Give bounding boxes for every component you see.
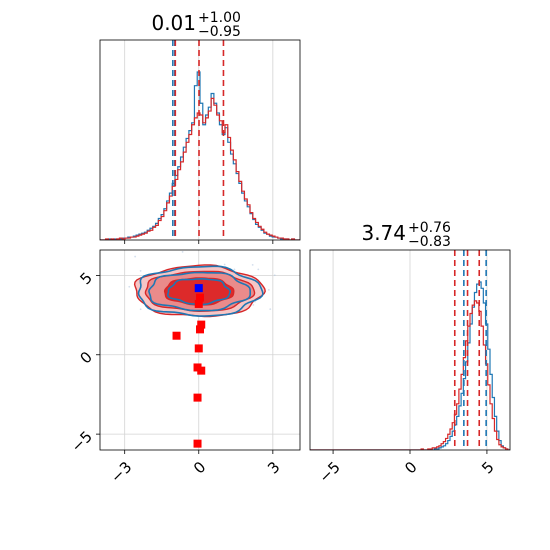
panel-title-upper-1: +0.76 [408, 220, 451, 236]
scatter-y-tick-label-1: 0 [77, 348, 96, 367]
scatter-x-tick-label-0: −3 [107, 458, 135, 486]
histogram-red-series [100, 97, 300, 240]
sample-point [139, 270, 142, 272]
red-marker-3 [197, 320, 206, 329]
panel-title-value-0: 0.01 [151, 11, 196, 35]
scatter-frame [99, 249, 301, 451]
red-marker-6 [194, 344, 203, 353]
sample-point [223, 263, 226, 266]
panel-title-value-1: 3.74 [361, 221, 406, 245]
sample-point [233, 268, 236, 271]
panel-title-upper-0: +1.00 [198, 10, 241, 26]
blue-contour-1 [148, 271, 251, 312]
hist2-x-tick-label-2: 5 [478, 458, 497, 477]
hist2-x-tick-label-0: −5 [315, 458, 343, 486]
panel-title-lower-0: −0.95 [198, 24, 241, 40]
blue-contour-0 [137, 265, 264, 317]
red-marker-1 [196, 293, 204, 302]
panel-inner [100, 40, 300, 240]
sample-point [251, 263, 254, 266]
red-marker-2 [194, 299, 203, 308]
red-marker-4 [196, 325, 204, 334]
sample-point [269, 308, 272, 310]
sample-point [139, 308, 142, 311]
blue-marker [194, 284, 203, 293]
scatter-x-tick-label-2: 3 [264, 458, 283, 477]
scatter-y-tick-label-2: 5 [77, 269, 96, 288]
blue-contour-2 [166, 277, 232, 306]
histogram-0-frame [99, 39, 301, 241]
scatter-x-tick-label-1: 0 [190, 458, 209, 477]
sample-point [318, 286, 320, 288]
panel-title-lower-1: −0.83 [408, 234, 451, 250]
scatter-y-tick-label-0: −5 [68, 427, 96, 455]
tick-labels: −3 0 3 −5 0 5 −5 0 5 [68, 269, 498, 487]
sample-point [134, 255, 137, 258]
red-marker-9 [193, 393, 202, 402]
histogram-panel-param-1 [99, 39, 301, 244]
red-marker-5 [172, 331, 181, 340]
histogram-blue-series [100, 71, 300, 240]
panel-inner [100, 250, 320, 450]
panel-inner [310, 250, 510, 450]
panel-titles: 0.01 +1.00−0.95 3.74 +0.76−0.83 [151, 10, 451, 250]
red-marker-8 [197, 366, 206, 375]
sample-point [257, 268, 260, 271]
hist2-x-tick-label-1: 0 [401, 458, 420, 477]
sample-point [181, 250, 184, 253]
scatter-contour-panel [96, 249, 320, 454]
sample-point [267, 289, 270, 291]
sample-point [252, 303, 255, 306]
histogram-panel-param-2 [309, 249, 511, 454]
sample-point [273, 274, 276, 277]
sample-point [128, 285, 131, 288]
red-marker-10 [193, 439, 202, 448]
